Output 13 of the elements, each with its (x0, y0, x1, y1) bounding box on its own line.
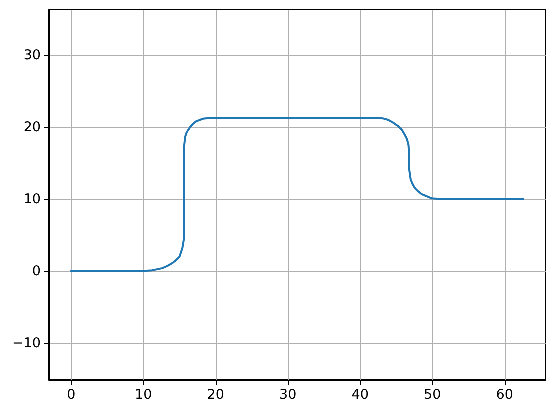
x-tick-label: 0 (67, 387, 76, 403)
x-tick-label: 10 (135, 387, 152, 403)
y-tick-label: 30 (24, 47, 41, 64)
x-tick-label: 50 (424, 387, 442, 403)
line-series (70, 116, 525, 272)
x-tick-label: 20 (207, 387, 224, 403)
x-tick-label: 40 (352, 387, 369, 403)
y-tick-label: 20 (24, 119, 41, 136)
x-tick-label: 60 (496, 387, 514, 403)
x-tick-label: 30 (280, 387, 297, 403)
y-tick-label: 0 (32, 263, 41, 280)
y-tick-label: 10 (24, 191, 41, 208)
y-tick-label: −10 (12, 335, 41, 352)
